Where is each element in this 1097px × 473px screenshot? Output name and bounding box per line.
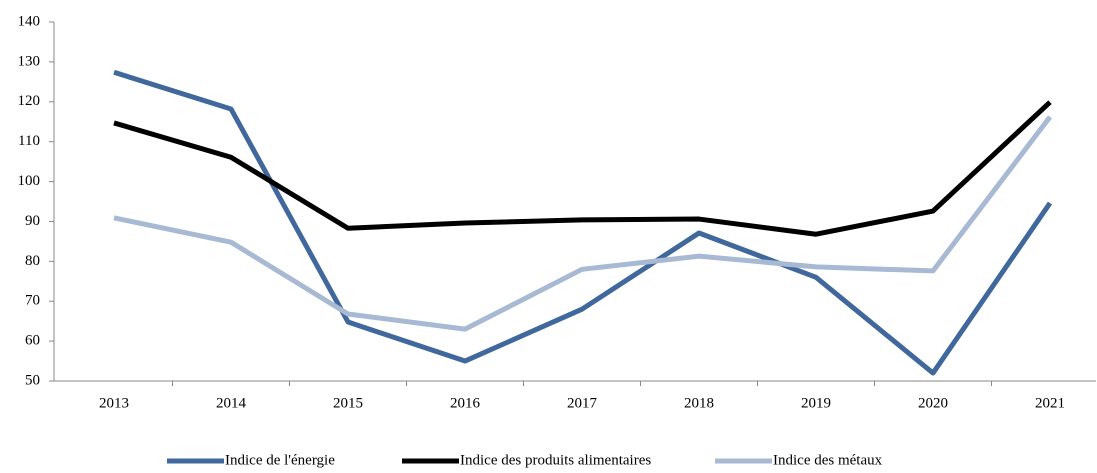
x-tick-label: 2018 (684, 395, 714, 411)
legend-label: Indice des produits alimentaires (460, 452, 651, 468)
x-tick-label: 2013 (99, 395, 129, 411)
legend-label: Indice de l'énergie (225, 452, 335, 468)
x-tick-label: 2020 (918, 395, 948, 411)
y-tick-label: 80 (25, 253, 40, 269)
x-tick-label: 2014 (216, 395, 247, 411)
y-tick-label: 120 (18, 93, 41, 109)
x-tick-label: 2021 (1035, 395, 1065, 411)
x-tick-label: 2016 (450, 395, 481, 411)
y-tick-label: 70 (25, 293, 40, 309)
y-tick-label: 60 (25, 333, 40, 349)
y-tick-label: 50 (25, 372, 40, 388)
series-line (113, 115, 1052, 332)
x-tick-label: 2015 (333, 395, 363, 411)
x-tick-label: 2019 (801, 395, 831, 411)
x-tick-label: 2017 (567, 395, 598, 411)
y-tick-label: 100 (18, 173, 41, 189)
y-tick-label: 140 (18, 13, 41, 29)
series-line (113, 69, 1053, 376)
y-tick-label: 90 (25, 213, 40, 229)
y-tick-label: 130 (18, 53, 41, 69)
y-tick-label: 110 (18, 133, 40, 149)
legend-label: Indice des métaux (773, 452, 883, 468)
series-line (113, 100, 1052, 237)
